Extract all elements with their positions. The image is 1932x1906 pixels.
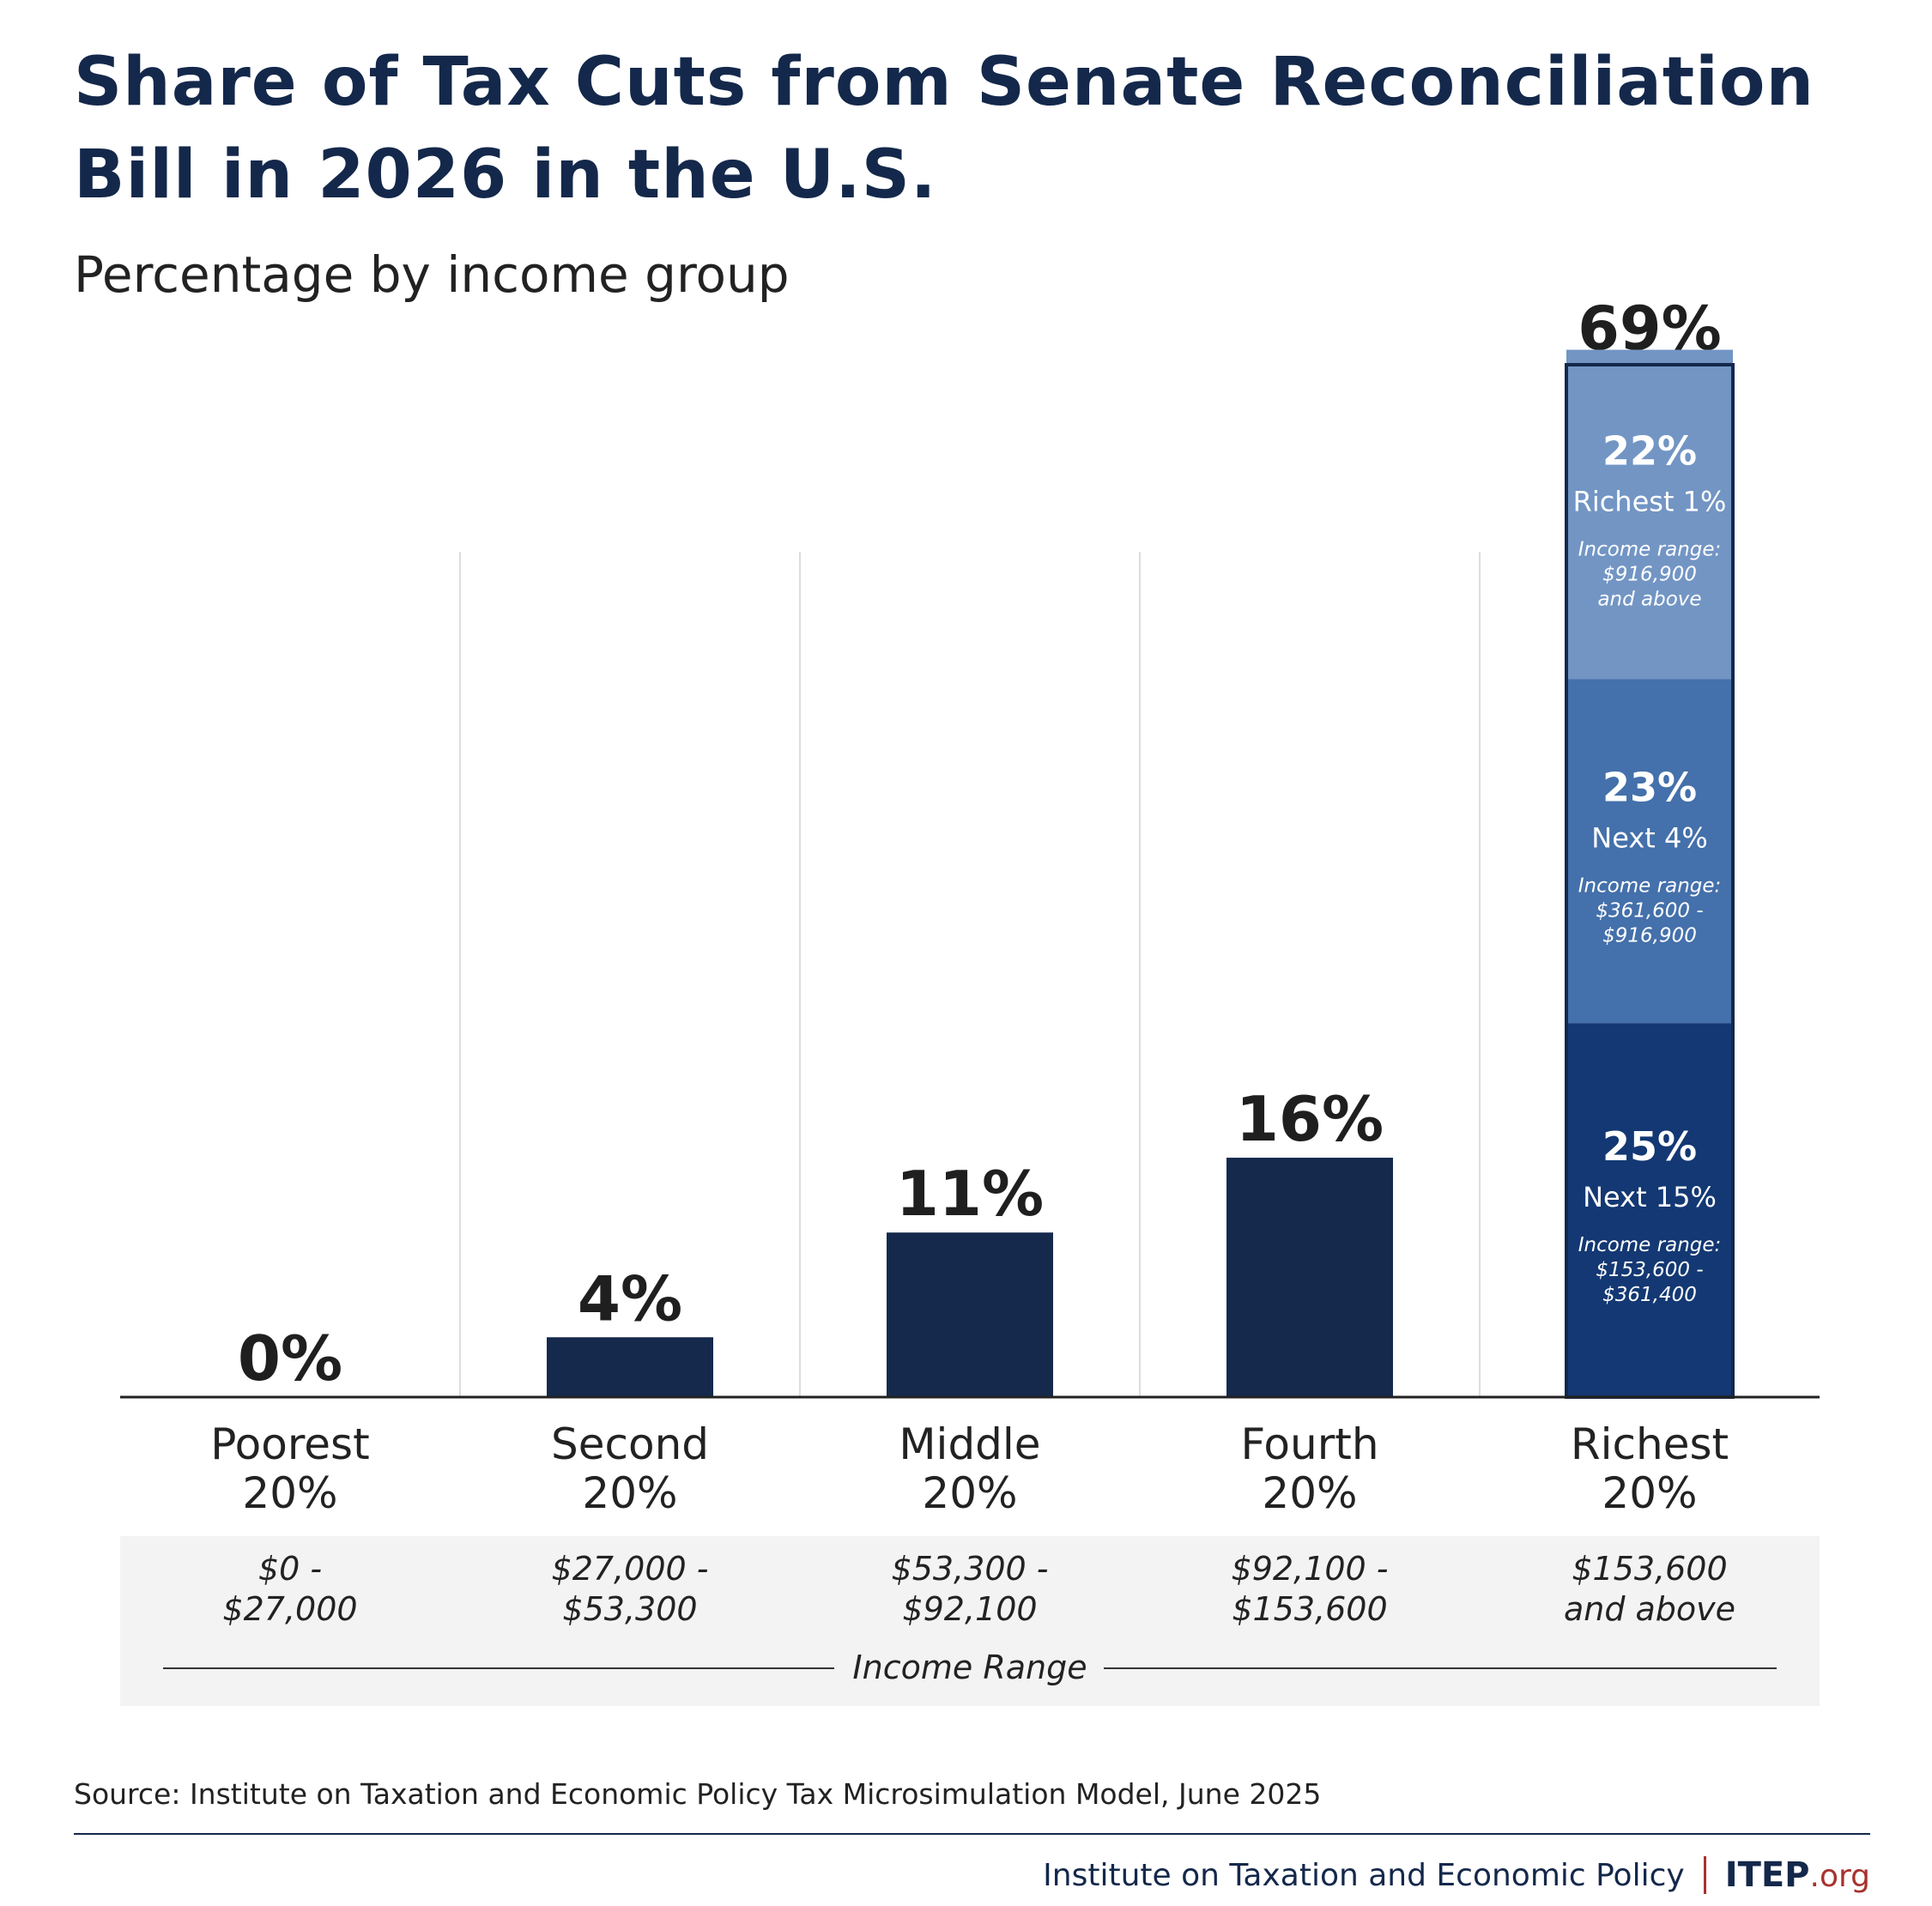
segment-name-2: Next 4% — [1591, 822, 1707, 855]
income-range-3-1: $53,300 - — [892, 1550, 1049, 1588]
income-range-2-2: $53,300 — [562, 1590, 697, 1628]
income-range-4-2: $153,600 — [1232, 1590, 1387, 1628]
income-range-3-2: $92,100 — [902, 1590, 1037, 1628]
value-label-4: 16% — [1236, 1083, 1384, 1155]
itep-logo[interactable]: ITEP.org — [1725, 1855, 1870, 1895]
bar-3 — [887, 1232, 1053, 1397]
income-range-2-1: $27,000 - — [552, 1550, 709, 1588]
segment-range-3-3: and above — [1597, 588, 1701, 610]
category-label-3-1: Middle — [899, 1419, 1040, 1469]
footer-separator — [1703, 1856, 1706, 1894]
chart-subtitle: Percentage by income group — [74, 245, 790, 304]
category-label-4-2: 20% — [1262, 1468, 1357, 1518]
segment-value-3: 22% — [1602, 427, 1697, 474]
bar-chart: 0%4%11%16%69%25%Next 15%Income range:$15… — [120, 293, 1820, 1706]
segment-name-3: Richest 1% — [1573, 485, 1727, 517]
category-label-5-2: 20% — [1602, 1468, 1697, 1518]
category-label-1-2: 20% — [242, 1468, 337, 1518]
segment-range-1-3: $361,400 — [1602, 1284, 1697, 1306]
segment-range-1-1: Income range: — [1578, 1234, 1722, 1256]
stacked-segment-1 — [1566, 1023, 1733, 1397]
value-label-1: 0% — [238, 1322, 342, 1395]
source-note: Source: Institute on Taxation and Econom… — [74, 1777, 1322, 1811]
income-range-1-1: $0 - — [258, 1550, 322, 1588]
income-range-4-1: $92,100 - — [1232, 1550, 1389, 1588]
segment-range-1-2: $153,600 - — [1596, 1259, 1703, 1281]
footer: Institute on Taxation and Economic Polic… — [1043, 1855, 1870, 1895]
logo-main: ITEP — [1724, 1855, 1810, 1895]
title-line-1: Share of Tax Cuts from Senate Reconcilia… — [74, 44, 1814, 121]
segment-range-3-2: $916,900 — [1602, 563, 1697, 585]
category-label-1-1: Poorest — [210, 1419, 369, 1469]
category-label-2-1: Second — [551, 1419, 709, 1469]
logo-suffix: .org — [1809, 1859, 1871, 1894]
stacked-segment-2 — [1566, 679, 1733, 1024]
income-range-band — [120, 1536, 1820, 1706]
segment-name-1: Next 15% — [1583, 1181, 1717, 1213]
category-label-4-1: Fourth — [1240, 1419, 1378, 1469]
bar-4 — [1226, 1158, 1393, 1397]
segment-range-2-3: $916,900 — [1602, 925, 1697, 947]
chart-title: Share of Tax Cuts from Senate Reconcilia… — [74, 36, 1876, 221]
title-line-2: Bill in 2026 in the U.S. — [74, 136, 937, 214]
category-label-5-1: Richest — [1571, 1419, 1729, 1469]
segment-range-3-1: Income range: — [1578, 538, 1722, 560]
footer-org-name: Institute on Taxation and Economic Polic… — [1043, 1857, 1685, 1893]
category-label-3-2: 20% — [922, 1468, 1017, 1518]
footer-divider — [74, 1833, 1870, 1835]
segment-range-2-1: Income range: — [1578, 875, 1722, 898]
value-label-2: 4% — [578, 1262, 682, 1334]
income-range-label: Income Range — [852, 1649, 1087, 1686]
income-range-1-2: $27,000 — [222, 1590, 357, 1628]
segment-range-2-2: $361,600 - — [1596, 900, 1703, 923]
stacked-segment-3 — [1566, 349, 1733, 680]
income-range-5-1: $153,600 — [1572, 1550, 1727, 1588]
category-label-2-2: 20% — [582, 1468, 677, 1518]
income-range-5-2: and above — [1564, 1590, 1735, 1628]
value-label-3: 11% — [896, 1158, 1044, 1230]
segment-value-1: 25% — [1602, 1123, 1697, 1170]
segment-value-2: 23% — [1602, 765, 1697, 811]
bar-2 — [547, 1337, 713, 1397]
